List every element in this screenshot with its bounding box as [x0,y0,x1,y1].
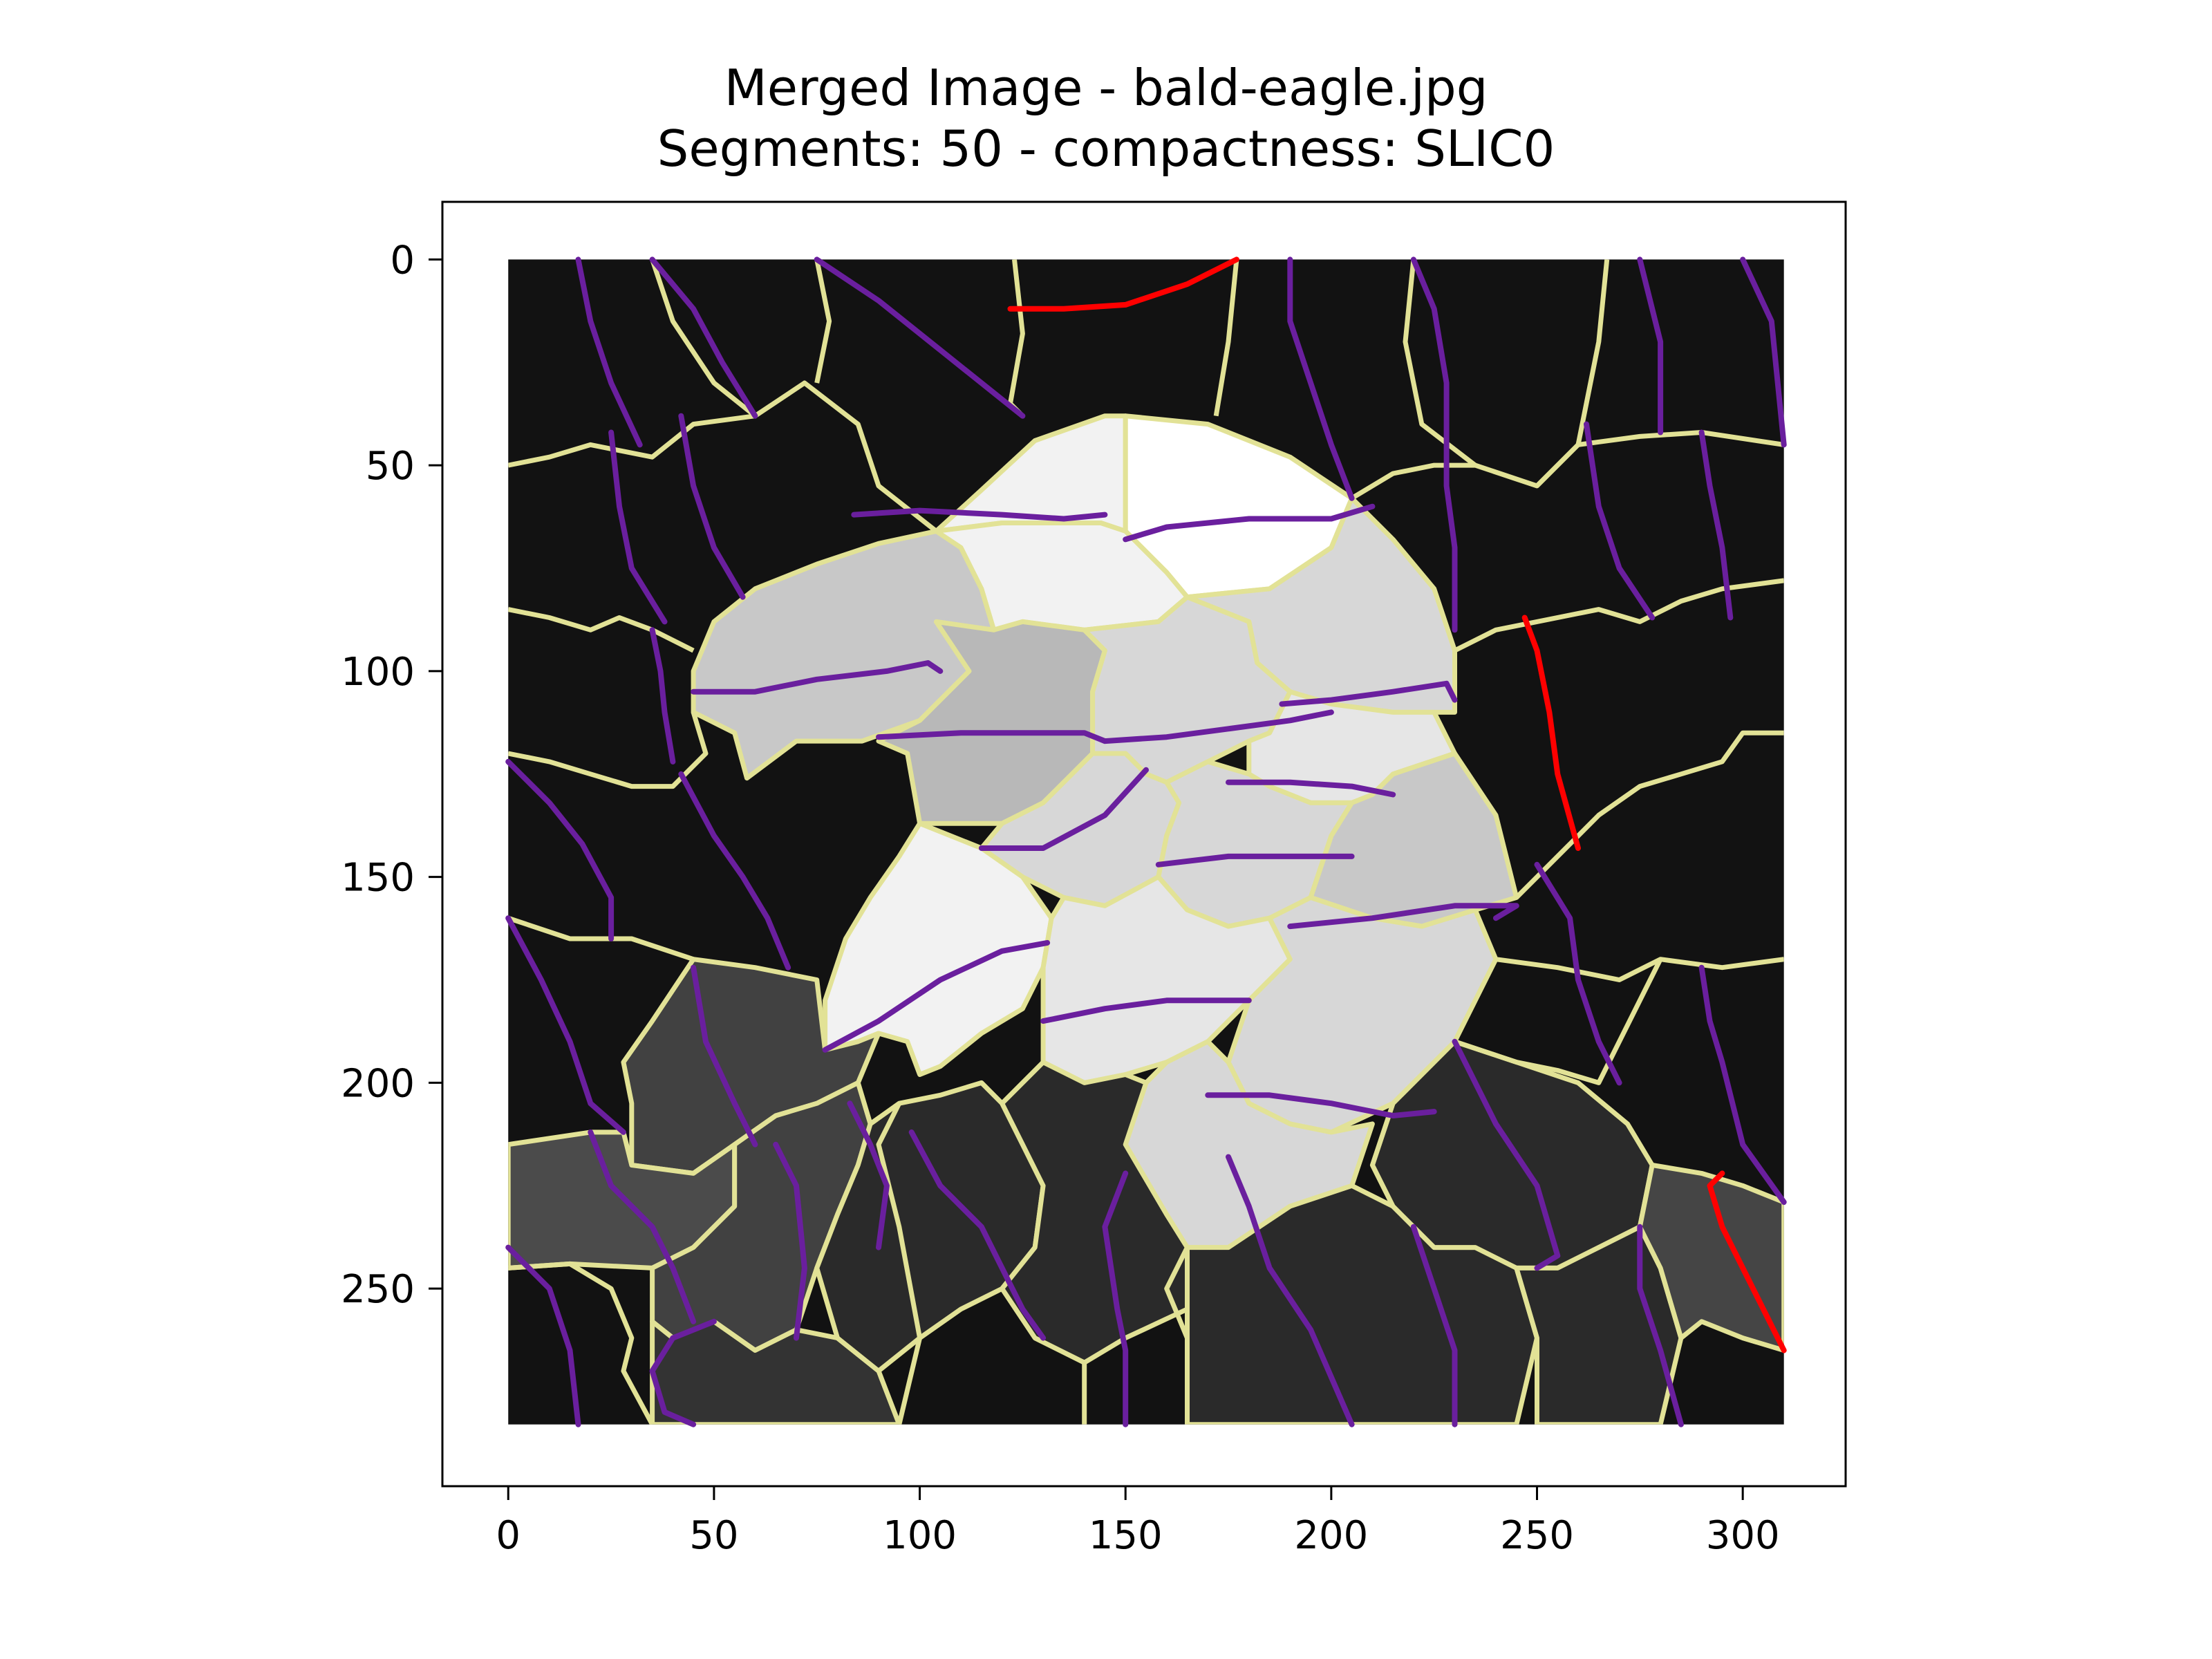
chart-title: Merged Image - bald-eagle.jpg [724,59,1488,117]
segment-region [1082,594,1293,785]
flow-line [1279,680,1458,707]
y-tick-label: 50 [366,444,415,489]
segment-boundary [876,1102,923,1425]
segment-boundary [1515,730,1784,899]
flow-line [505,915,626,1135]
flow-line [649,1318,717,1427]
flow-line [1698,964,1787,1206]
flow-line [678,413,746,600]
flow-line [1287,903,1519,930]
segment-boundary [508,915,695,962]
segment-boundary [1575,259,1610,446]
y-tick-label: 200 [341,1061,415,1106]
flow-line [1155,853,1355,868]
segment-boundaries [508,259,1784,1425]
flow-line-red [1707,1170,1787,1353]
x-tick-label: 50 [689,1513,738,1558]
flow-line [876,730,1108,744]
flow-line [691,660,944,695]
x-tick-label: 200 [1294,1513,1368,1558]
x-tick-label: 250 [1500,1513,1574,1558]
flow-line [851,507,1108,522]
segment-boundary [1164,1246,1190,1425]
flow-line [1410,256,1458,633]
segment-boundary [508,607,695,653]
y-tick-label: 100 [341,650,415,695]
flow-line [1123,503,1376,543]
flow-line [1534,861,1622,1086]
segment-region [1637,1163,1784,1353]
flow-line [1637,256,1664,435]
segment-regions [508,413,1784,1425]
flow-line [1740,256,1787,448]
segment-boundary [1453,578,1784,653]
x-tick-label: 0 [496,1513,521,1558]
flow-line [505,758,615,941]
segment-boundary [508,1261,655,1425]
flow-line [1226,1154,1355,1427]
flow-line [1102,709,1334,744]
flow-line [1637,1224,1684,1427]
flow-line [978,767,1149,851]
axes-frame [441,200,1847,1488]
x-tick-label: 100 [883,1513,957,1558]
flow-line [1040,997,1252,1024]
flow-line [847,1100,890,1250]
flow-line [608,429,668,625]
x-tick-label: 300 [1706,1513,1780,1558]
flow-line [1205,1092,1437,1118]
flow-line [1698,429,1734,621]
segment-boundary [1454,958,1663,1085]
flow-line [1102,1170,1129,1427]
flow-line [1584,421,1656,621]
flow-line [678,771,791,971]
segment-boundary [814,259,832,384]
segment-region [823,821,1054,1077]
segment-boundary [508,380,938,534]
flow-line [1410,1224,1458,1427]
flow-line-red [1007,256,1239,312]
y-axis: 0 50 100 150 200 250 [341,238,442,1312]
y-tick-label: 250 [341,1267,415,1312]
flow-lines [505,256,1787,1427]
chart-subtitle: Segments: 50 - compactness: SLIC0 [657,120,1555,178]
flow-line [649,627,676,765]
flow-line [1226,779,1396,798]
flow-line [1287,256,1355,501]
flow-line [649,256,758,419]
x-tick-label: 150 [1089,1513,1163,1558]
x-axis: 0 50 100 150 200 250 300 [496,1486,1780,1558]
flow-line [691,964,758,1147]
flow-line [814,256,1026,419]
flow-line [773,1141,807,1341]
flow-line [575,256,643,448]
flow-line [1452,1038,1561,1271]
plot-area: 0 50 100 150 200 250 300 0 50 100 150 200 250 [341,200,1847,1558]
segment-boundary [650,259,757,418]
segment-boundary [1213,259,1239,417]
y-tick-label: 150 [341,856,415,901]
flow-line [822,939,1051,1053]
segment-boundary [1033,1335,1087,1425]
flow-line [588,1129,697,1324]
y-tick-label: 0 [390,238,415,283]
flow-line [908,1129,1047,1341]
flow-line-red [1521,615,1581,851]
segment-boundary [508,711,709,789]
segment-boundary [1350,430,1784,500]
segment-boundary [1495,957,1784,982]
flow-line [505,1244,581,1427]
